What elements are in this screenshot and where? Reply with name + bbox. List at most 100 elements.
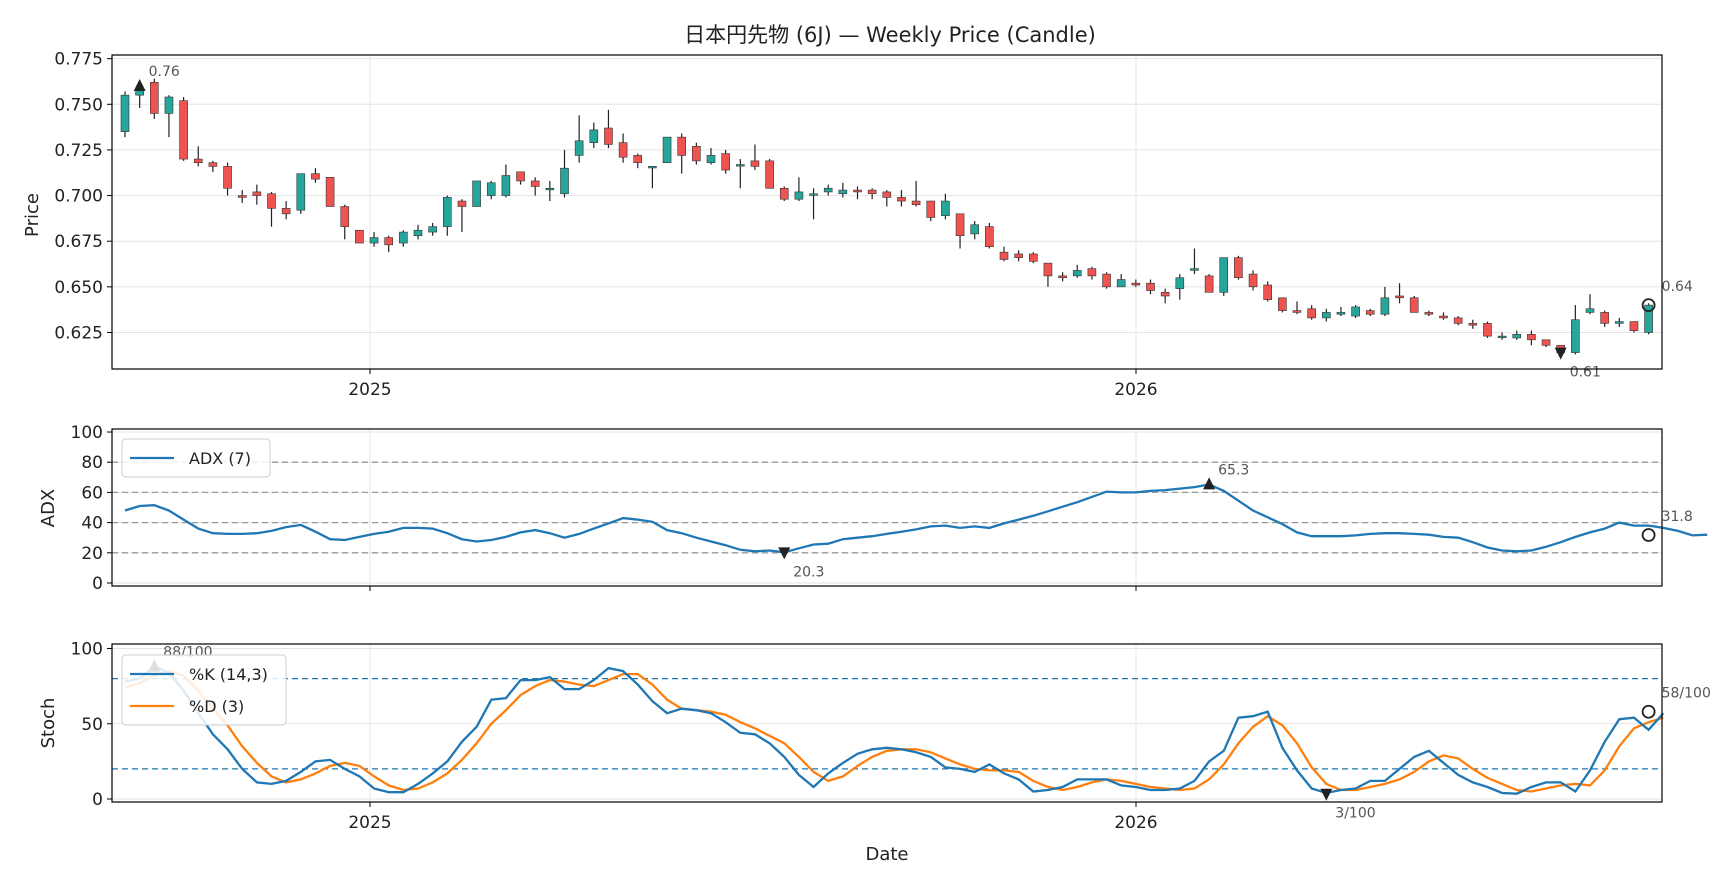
candle-body xyxy=(340,206,350,227)
candle-body xyxy=(1248,273,1258,288)
candle xyxy=(1380,286,1390,317)
candle xyxy=(970,221,980,240)
candle xyxy=(486,180,496,200)
candle-body xyxy=(267,193,276,209)
candle xyxy=(721,149,730,174)
candle-body xyxy=(442,197,452,227)
candle xyxy=(516,171,525,185)
candle xyxy=(1292,301,1302,315)
candle xyxy=(1468,319,1478,329)
stoch-d-legend-label: %D (3) xyxy=(189,697,244,716)
candle-body xyxy=(545,187,555,191)
adx-y-axis-label: ADX xyxy=(38,489,59,528)
candle-body xyxy=(325,177,335,207)
candle xyxy=(1087,266,1097,280)
candle xyxy=(750,144,760,171)
candle xyxy=(1395,283,1404,304)
price-x-tick-label: 2025 xyxy=(348,380,391,400)
adx-y-tick-label: 0 xyxy=(92,574,103,594)
candle xyxy=(120,91,130,138)
adx-annotation-label: 31.8 xyxy=(1662,509,1693,525)
candle-body xyxy=(1409,297,1419,313)
candle xyxy=(1307,305,1316,320)
candle xyxy=(1409,295,1419,313)
candle-body xyxy=(369,237,379,244)
candle-body xyxy=(486,182,496,196)
candle xyxy=(384,235,394,253)
candle xyxy=(1439,312,1448,320)
candle xyxy=(1497,332,1507,340)
candle-body xyxy=(926,200,936,218)
candle-body xyxy=(1175,277,1185,289)
candle xyxy=(472,180,481,207)
price-y-tick-label: 0.650 xyxy=(54,278,103,298)
candle-body xyxy=(941,200,950,216)
candle-body xyxy=(1644,304,1653,333)
candle-body xyxy=(1072,270,1082,277)
candle xyxy=(911,180,921,207)
candle-body xyxy=(428,226,437,233)
candle-body xyxy=(530,180,540,187)
candle-body xyxy=(296,173,306,211)
candle-body xyxy=(779,187,789,200)
candle-body xyxy=(662,136,672,164)
candle xyxy=(1453,316,1463,326)
candle-body xyxy=(589,129,599,143)
candle xyxy=(267,191,276,227)
candle-body xyxy=(1600,312,1609,324)
candle xyxy=(1219,257,1229,296)
candle-body xyxy=(1102,273,1111,288)
price-y-tick-label: 0.675 xyxy=(54,232,103,252)
candle-body xyxy=(765,160,774,189)
candle xyxy=(1175,274,1185,300)
candle xyxy=(1644,303,1653,335)
candle-body xyxy=(648,166,657,169)
adx-annotation-label: 65.3 xyxy=(1218,462,1249,478)
candle xyxy=(662,136,672,164)
price-x-tick-label: 2026 xyxy=(1114,380,1157,400)
candle-body xyxy=(281,208,291,215)
candle xyxy=(1234,255,1243,280)
candle-body xyxy=(384,237,394,246)
candle xyxy=(882,190,892,207)
candle-body xyxy=(150,82,159,114)
candle xyxy=(1615,317,1624,328)
stoch-annotation-label: 58/100 xyxy=(1662,686,1711,702)
candle xyxy=(1483,321,1492,338)
candle xyxy=(164,95,174,138)
stoch-last-marker-icon xyxy=(1641,704,1656,719)
candle xyxy=(1571,305,1580,355)
adx-y-tick-label: 40 xyxy=(81,514,103,534)
price-y-tick-label: 0.700 xyxy=(54,187,103,207)
stoch-gridlines xyxy=(112,644,1662,802)
candle xyxy=(1102,272,1111,289)
candle xyxy=(618,133,628,163)
candle xyxy=(501,164,511,198)
candle xyxy=(1058,272,1067,282)
candle-body xyxy=(1058,275,1067,279)
candle-body xyxy=(1307,308,1316,319)
candle xyxy=(1014,250,1023,262)
price-panel: 0.760.610.64 0.6250.6500.6750.7000.7250.… xyxy=(22,50,1693,400)
price-annotation-label: 0.76 xyxy=(149,64,180,80)
candle-body xyxy=(1439,315,1448,319)
candle-body xyxy=(1219,257,1229,293)
candle xyxy=(208,160,218,172)
candle-body xyxy=(1527,334,1536,341)
candle-body xyxy=(867,189,877,195)
candle-body xyxy=(1497,335,1507,339)
candle xyxy=(677,133,687,174)
candle xyxy=(1600,310,1609,328)
candle-body xyxy=(1278,297,1287,311)
adx-y-tick-label: 100 xyxy=(71,423,103,443)
candle xyxy=(1541,339,1551,348)
candle-body xyxy=(1204,275,1214,293)
adx-y-ticks: 0 20 40 60 80 100 xyxy=(71,423,112,594)
candle xyxy=(794,177,804,202)
candle xyxy=(560,149,569,198)
candle-body xyxy=(472,180,481,207)
candle-body xyxy=(1512,334,1522,339)
candle xyxy=(838,182,848,198)
candle xyxy=(311,168,320,183)
candle-body xyxy=(1160,292,1170,297)
